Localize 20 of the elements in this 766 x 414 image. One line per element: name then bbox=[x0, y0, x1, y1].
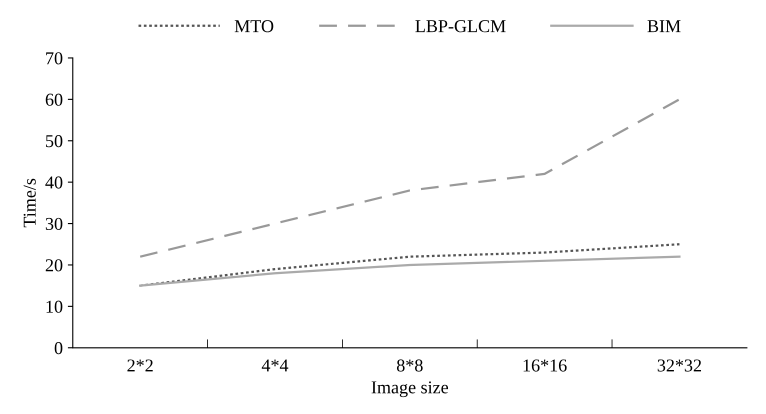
y-tick-label: 20 bbox=[46, 259, 62, 272]
legend-label: LBP-GLCM bbox=[415, 20, 506, 32]
x-tick-label: 2*2 bbox=[127, 359, 153, 372]
y-tick-label: 40 bbox=[45, 176, 62, 189]
x-tick-label: 8*8 bbox=[396, 359, 423, 372]
y-tick-label: 60 bbox=[46, 94, 62, 106]
y-tick-label: 50 bbox=[46, 135, 62, 148]
legend-label: BIM bbox=[648, 20, 681, 32]
line-series bbox=[139, 256, 681, 287]
y-tick-label: 30 bbox=[46, 218, 62, 230]
x-tick-label: 4*4 bbox=[262, 360, 288, 372]
line-series bbox=[139, 98, 681, 258]
x-tick-label: 32*32 bbox=[658, 359, 702, 372]
y-tick-label: 0 bbox=[54, 342, 62, 354]
x-axis-title: Image size bbox=[372, 381, 448, 398]
y-axis-title: Time/s bbox=[24, 178, 36, 228]
x-tick-label: 16*16 bbox=[524, 359, 567, 372]
y-tick-label: 10 bbox=[46, 300, 62, 313]
legend-label: MTO bbox=[234, 20, 274, 32]
y-tick-label: 70 bbox=[46, 52, 62, 64]
